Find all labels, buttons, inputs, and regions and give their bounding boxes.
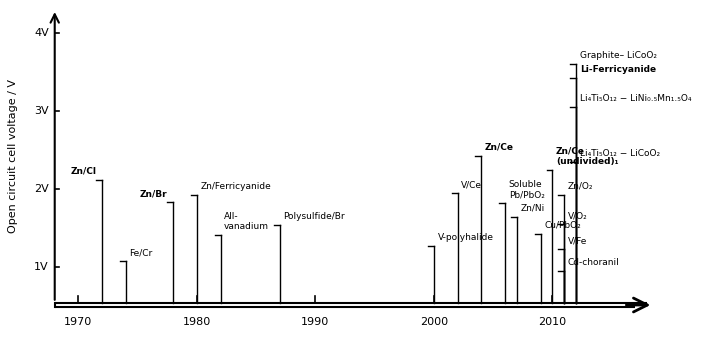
- Text: 4V: 4V: [34, 28, 49, 38]
- Text: Cd-choranil: Cd-choranil: [568, 258, 620, 267]
- Text: 1970: 1970: [65, 317, 93, 327]
- Text: Zn/Br: Zn/Br: [140, 190, 167, 199]
- Text: 1V: 1V: [34, 263, 49, 272]
- Text: Cu/PbO₂: Cu/PbO₂: [545, 221, 581, 230]
- Text: All-
vanadium: All- vanadium: [224, 212, 269, 231]
- Text: Zn/Ce: Zn/Ce: [485, 143, 514, 152]
- Text: 1990: 1990: [301, 317, 330, 327]
- Text: Zn/Ce
(undivided)₁: Zn/Ce (undivided)₁: [556, 146, 618, 166]
- Text: 3V: 3V: [34, 106, 49, 116]
- Text: 2000: 2000: [420, 317, 448, 327]
- Text: Zn/Ferricyanide: Zn/Ferricyanide: [201, 182, 272, 191]
- Text: Li₄Ti₅O₁₂ − LiCoO₂: Li₄Ti₅O₁₂ − LiCoO₂: [580, 149, 660, 158]
- Text: Zn/Cl: Zn/Cl: [70, 167, 96, 176]
- Text: 2V: 2V: [34, 184, 49, 194]
- Text: 1980: 1980: [183, 317, 211, 327]
- Text: Polysulfide/Br: Polysulfide/Br: [284, 212, 345, 221]
- Text: V/Fe: V/Fe: [568, 237, 587, 246]
- Text: Soluble
Pb/PbO₂: Soluble Pb/PbO₂: [508, 180, 545, 199]
- Text: V-polyhalide: V-polyhalide: [437, 233, 493, 241]
- Text: Fe/Cr: Fe/Cr: [129, 248, 152, 257]
- Text: Zn/Ni: Zn/Ni: [520, 204, 545, 213]
- Text: Li-Ferricyanide: Li-Ferricyanide: [580, 65, 656, 74]
- Text: Zn/O₂: Zn/O₂: [568, 182, 593, 191]
- Text: 2010: 2010: [538, 317, 566, 327]
- Text: Li₄Ti₅O₁₂ − LiNi₀.₅Mn₁.₅O₄: Li₄Ti₅O₁₂ − LiNi₀.₅Mn₁.₅O₄: [580, 94, 691, 103]
- Text: Graphite– LiCoO₂: Graphite– LiCoO₂: [580, 51, 657, 60]
- Text: V/Ce: V/Ce: [462, 180, 482, 189]
- Text: V/O₂: V/O₂: [568, 212, 588, 220]
- Text: Open circuit cell voltage / V: Open circuit cell voltage / V: [9, 79, 18, 233]
